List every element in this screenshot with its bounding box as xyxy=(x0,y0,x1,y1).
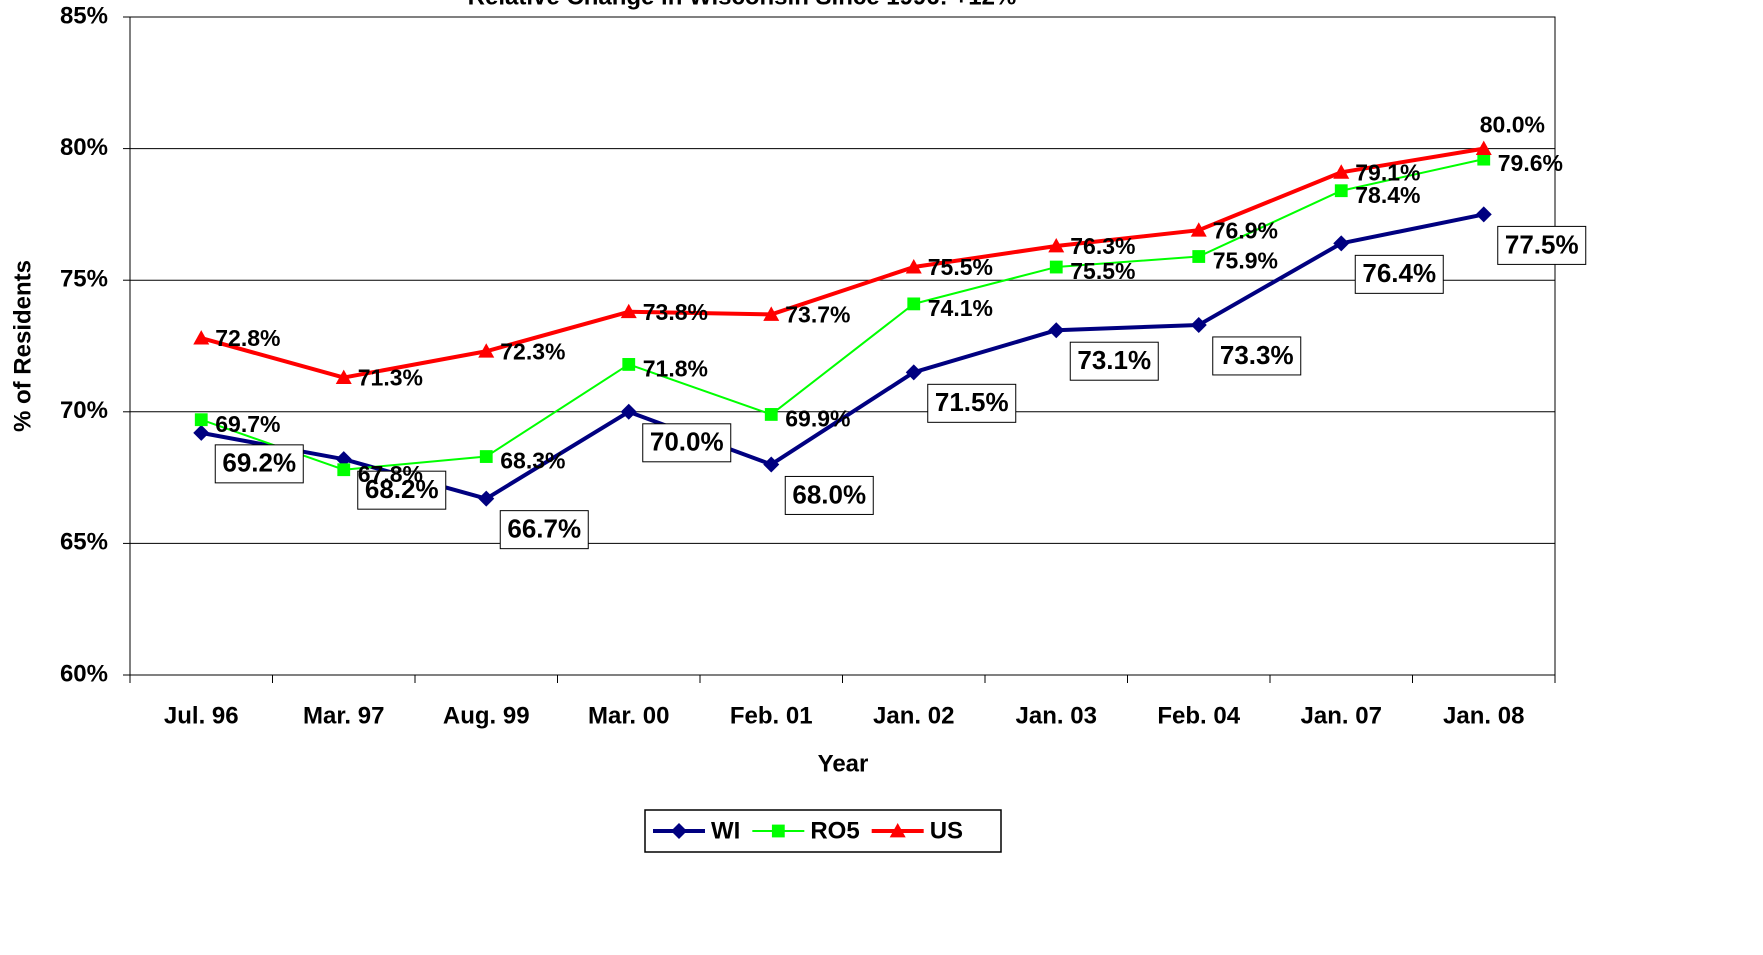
data-point xyxy=(1048,322,1065,339)
legend-marker xyxy=(889,823,906,838)
data-label: 71.3% xyxy=(358,365,423,391)
data-label: 75.9% xyxy=(1213,248,1278,274)
data-point xyxy=(337,463,351,477)
data-point xyxy=(1048,237,1065,253)
data-point xyxy=(1190,316,1207,333)
data-label: 76.9% xyxy=(1213,217,1278,243)
data-label: 68.3% xyxy=(500,448,565,474)
data-point xyxy=(193,424,210,441)
data-label-box xyxy=(784,475,874,515)
x-tick-label: Mar. 00 xyxy=(588,702,669,729)
chart-title: Relative Change in Wisconsin Since 1996:… xyxy=(468,0,1017,10)
data-point xyxy=(620,403,637,420)
legend-label: US xyxy=(930,817,963,844)
x-tick-label: Jan. 02 xyxy=(873,702,954,729)
data-label: 72.3% xyxy=(500,338,565,364)
data-label: 73.8% xyxy=(643,299,708,325)
data-point xyxy=(478,490,495,507)
data-label: 73.7% xyxy=(785,301,850,327)
data-point xyxy=(905,364,922,381)
data-label: 73.3% xyxy=(1220,340,1294,370)
data-point xyxy=(763,306,780,321)
x-tick-label: Jul. 96 xyxy=(164,702,239,729)
plot-border xyxy=(129,16,1556,676)
data-label-box xyxy=(927,383,1017,423)
data-label: 77.5% xyxy=(1505,229,1579,259)
data-point xyxy=(1477,152,1491,166)
legend-label: WI xyxy=(711,817,740,844)
data-label: 79.1% xyxy=(1355,159,1420,185)
data-point xyxy=(1475,140,1492,155)
data-point xyxy=(335,451,352,468)
data-label: 74.1% xyxy=(928,295,993,321)
data-label: 79.6% xyxy=(1498,150,1563,176)
data-label-box xyxy=(1354,254,1444,294)
y-axis-label: % of Residents xyxy=(9,260,36,432)
data-label: 69.2% xyxy=(222,448,296,478)
data-label: 68.0% xyxy=(792,479,866,509)
x-tick-label: Jan. 08 xyxy=(1443,702,1524,729)
data-point xyxy=(905,259,922,274)
data-label: 67.8% xyxy=(358,461,423,487)
data-label: 76.4% xyxy=(1362,258,1436,288)
y-tick-label: 75% xyxy=(60,266,108,293)
data-label: 69.7% xyxy=(215,411,280,437)
data-label: 71.5% xyxy=(935,387,1009,417)
data-point xyxy=(1190,222,1207,237)
legend-marker xyxy=(671,823,687,839)
y-tick-label: 65% xyxy=(60,529,108,556)
data-point xyxy=(193,330,210,345)
data-label: 75.5% xyxy=(1070,258,1135,284)
data-label-box xyxy=(1069,341,1159,381)
data-label-box xyxy=(1212,336,1302,376)
y-tick-label: 80% xyxy=(60,134,108,161)
data-point xyxy=(622,358,636,371)
data-point xyxy=(1333,235,1350,252)
x-tick-label: Jan. 03 xyxy=(1016,702,1097,729)
data-point xyxy=(1049,260,1063,274)
x-tick-label: Jan. 07 xyxy=(1301,702,1382,729)
data-point xyxy=(1333,164,1350,179)
data-label-box xyxy=(642,423,732,463)
data-label: 76.3% xyxy=(1070,233,1135,259)
data-point xyxy=(763,456,780,473)
data-label: 73.1% xyxy=(1077,345,1151,375)
data-point xyxy=(1334,184,1348,198)
data-point xyxy=(764,408,778,421)
x-tick-label: Feb. 04 xyxy=(1157,702,1240,729)
data-label: 71.8% xyxy=(643,356,708,382)
y-tick-label: 85% xyxy=(60,2,108,29)
data-label-box xyxy=(499,510,589,550)
data-label: 70.0% xyxy=(650,427,724,457)
data-label: 80.0% xyxy=(1480,112,1545,138)
data-point xyxy=(907,297,921,311)
series-line xyxy=(200,146,1485,380)
series-line xyxy=(200,158,1484,471)
data-label-box xyxy=(214,444,304,484)
data-label: 72.8% xyxy=(215,325,280,351)
data-point xyxy=(335,369,352,384)
legend-label: RO5 xyxy=(810,817,859,844)
x-axis-label: Year xyxy=(818,750,869,777)
data-label: 78.4% xyxy=(1355,182,1420,208)
data-point xyxy=(620,303,637,319)
data-point xyxy=(478,343,495,358)
data-point xyxy=(194,413,208,427)
x-tick-label: Feb. 01 xyxy=(730,702,813,729)
data-label: 75.5% xyxy=(928,254,993,280)
data-label-box xyxy=(357,470,447,510)
data-point xyxy=(479,450,493,463)
y-tick-label: 70% xyxy=(60,397,108,424)
data-label: 66.7% xyxy=(507,514,581,544)
y-tick-label: 60% xyxy=(60,660,108,687)
data-point xyxy=(1475,206,1492,223)
data-label: 68.2% xyxy=(365,474,439,504)
x-tick-label: Mar. 97 xyxy=(303,702,384,729)
legend-marker xyxy=(771,824,785,838)
data-label: 69.9% xyxy=(785,406,850,432)
data-point xyxy=(1192,250,1206,263)
data-label-box xyxy=(1497,225,1587,265)
x-tick-label: Aug. 99 xyxy=(443,702,530,729)
